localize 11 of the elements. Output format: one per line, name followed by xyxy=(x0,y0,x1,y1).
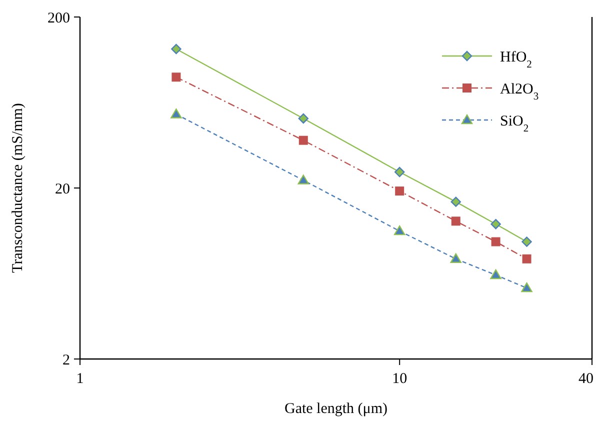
x-tick-label: 10 xyxy=(392,371,408,387)
y-tick-label: 200 xyxy=(48,10,70,26)
y-tick-label: 20 xyxy=(55,181,70,198)
legend-label: SiO$_{2}$ xyxy=(500,113,529,134)
y-axis-title: Transconductance (mS/mm) xyxy=(10,103,26,273)
x-tick-label: 40 xyxy=(578,371,594,387)
legend-label: Al2O$_{3}$ xyxy=(500,81,539,102)
y-tick-label: 2 xyxy=(62,352,70,368)
x-axis-title: Gate length (μm) xyxy=(284,401,388,417)
legend-label: HfO$_{2}$ xyxy=(500,49,532,70)
x-tick-label: 1 xyxy=(76,371,84,387)
